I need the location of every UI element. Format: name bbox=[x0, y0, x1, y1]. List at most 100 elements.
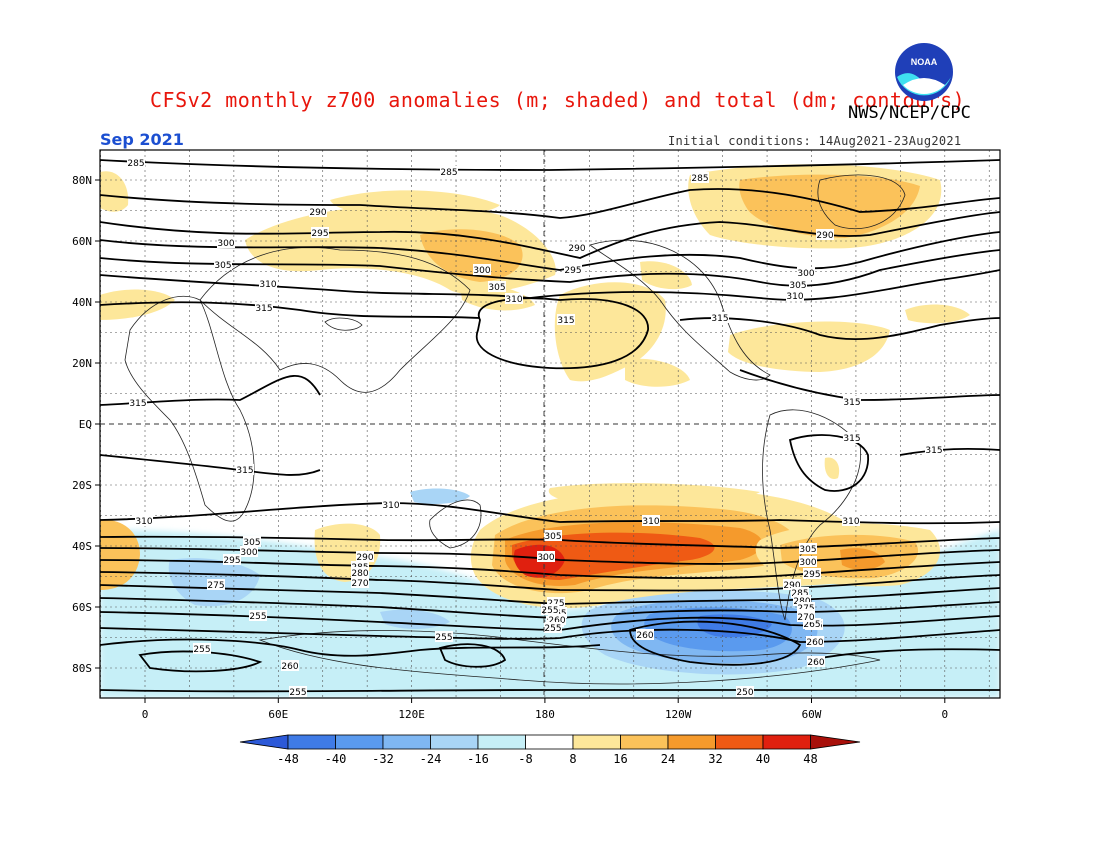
contour-label: 315 bbox=[925, 446, 942, 456]
anomaly-region bbox=[728, 321, 890, 372]
contour-label: 260 bbox=[281, 662, 298, 672]
contour-label-bg bbox=[129, 397, 147, 408]
contour-line bbox=[100, 269, 1000, 301]
lon-tick-label: 60E bbox=[268, 708, 288, 721]
agency-label: NWS/NCEP/CPC bbox=[848, 103, 971, 123]
contour-label: 310 bbox=[135, 517, 152, 527]
lon-tick-label: 0 bbox=[941, 708, 948, 721]
colorbar-label: -40 bbox=[325, 752, 347, 766]
contour-label-bg bbox=[544, 530, 562, 541]
contour-label-bg bbox=[259, 278, 277, 289]
contour-label-bg bbox=[557, 314, 575, 325]
contour-label: 295 bbox=[311, 229, 328, 239]
colorbar-swatch bbox=[667, 734, 716, 750]
contour-label: 315 bbox=[557, 316, 574, 326]
colorbar-arrow-right bbox=[810, 734, 861, 750]
contour-line bbox=[100, 188, 1000, 219]
contour-label: 310 bbox=[505, 295, 522, 305]
contour-label: 295 bbox=[803, 570, 820, 580]
contour-label: 270 bbox=[797, 613, 814, 623]
contour-label: 315 bbox=[129, 399, 146, 409]
contour-label: 255 bbox=[249, 612, 266, 622]
contour-label-bg bbox=[311, 227, 329, 238]
contour-label-bg bbox=[537, 551, 555, 562]
contour-line bbox=[100, 375, 321, 406]
contour-label: 310 bbox=[642, 517, 659, 527]
anomaly-region bbox=[420, 229, 523, 282]
contour-label-bg bbox=[789, 279, 807, 290]
contour-label: 250 bbox=[736, 688, 753, 698]
contour-label-bg bbox=[193, 643, 211, 654]
contour-label: 305 bbox=[789, 281, 806, 291]
colorbar-label: 40 bbox=[756, 752, 770, 766]
lat-tick-label: 20N bbox=[72, 357, 92, 370]
contour-label-bg bbox=[255, 302, 273, 313]
contour-label-bg bbox=[548, 614, 566, 625]
contour-label: 255 bbox=[544, 624, 561, 634]
contour-label: 260 bbox=[636, 631, 653, 641]
contour-line bbox=[100, 627, 1000, 643]
map-title: CFSv2 monthly z700 anomalies (m; shaded)… bbox=[150, 88, 966, 112]
noaa-logo-text: NOAA bbox=[911, 57, 938, 67]
contour-line bbox=[100, 301, 481, 319]
contour-label: 280 bbox=[351, 569, 368, 579]
contour-label-bg bbox=[217, 237, 235, 248]
noaa-logo-bird bbox=[903, 78, 945, 94]
anomaly-region bbox=[100, 289, 175, 320]
coastline-australia bbox=[429, 499, 482, 549]
colorbar-label: 48 bbox=[803, 752, 817, 766]
contour-label: 290 bbox=[783, 581, 800, 591]
contour-label-bg bbox=[843, 432, 861, 443]
anomaly-region bbox=[739, 174, 920, 238]
contour-line bbox=[100, 638, 601, 657]
contour-line bbox=[100, 689, 1000, 693]
contour-label: 300 bbox=[797, 269, 814, 279]
contour-line bbox=[100, 571, 1000, 592]
contour-label-bg bbox=[207, 579, 225, 590]
contour-label: 255 bbox=[541, 606, 558, 616]
contour-label-bg bbox=[127, 157, 145, 168]
colorbar-label: 16 bbox=[613, 752, 627, 766]
contour-line bbox=[788, 434, 869, 492]
colorbar-arrow-left bbox=[239, 734, 289, 750]
lon-tick-label: 180 bbox=[535, 708, 555, 721]
lon-tick-label: 120E bbox=[398, 708, 425, 721]
colorbar-label: 32 bbox=[708, 752, 722, 766]
contour-label: 310 bbox=[259, 280, 276, 290]
contour-label: 270 bbox=[351, 579, 368, 589]
contour-label: 265 bbox=[803, 620, 820, 630]
contour-line bbox=[100, 547, 1000, 565]
contour-label-bg bbox=[547, 597, 565, 608]
colorbar-swatch bbox=[525, 734, 574, 750]
contour-label: 315 bbox=[236, 466, 253, 476]
anomaly-region bbox=[330, 190, 500, 215]
contour-label-bg bbox=[736, 686, 754, 697]
colorbar-swatch bbox=[335, 734, 384, 750]
contour-label: 255 bbox=[435, 633, 452, 643]
contour-line bbox=[809, 648, 1000, 661]
contour-label-bg bbox=[356, 551, 374, 562]
contour-label: 295 bbox=[223, 556, 240, 566]
anomaly-region bbox=[548, 483, 760, 504]
contour-label: 275 bbox=[207, 581, 224, 591]
colorbar-swatch bbox=[477, 734, 526, 750]
anomaly-region bbox=[840, 548, 885, 570]
contour-label: 315 bbox=[255, 304, 272, 314]
colorbar: -48 -40 -32 -24 -16 -8 8 16 24 32 40 48 bbox=[239, 734, 861, 766]
coastline-north-america bbox=[589, 239, 771, 381]
contour-label-bg bbox=[691, 172, 709, 183]
contour-label-bg bbox=[564, 264, 582, 275]
contour-label-bg bbox=[803, 618, 821, 629]
contour-label: 255 bbox=[193, 645, 210, 655]
anomaly-region bbox=[100, 171, 129, 212]
contour-label: 305 bbox=[243, 538, 260, 548]
contour-line bbox=[100, 559, 1000, 579]
valid-month-label: Sep 2021 bbox=[100, 130, 184, 149]
lat-tick-label: 60N bbox=[72, 235, 92, 248]
contour-label-bg bbox=[382, 499, 400, 510]
colorbar-label: -8 bbox=[518, 752, 532, 766]
contour-label-bg bbox=[240, 546, 258, 557]
contour-line bbox=[679, 317, 1000, 340]
contour-label: 260 bbox=[806, 638, 823, 648]
